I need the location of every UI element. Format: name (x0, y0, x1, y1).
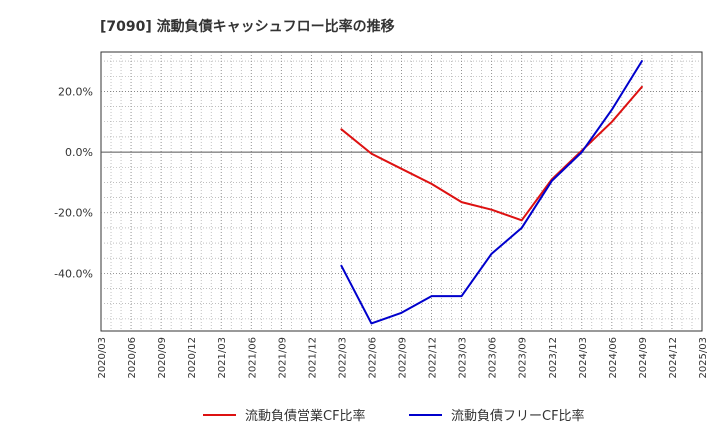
x-tick-label: 2023/12 (548, 337, 559, 379)
x-tick-label: 2023/03 (458, 337, 469, 379)
x-tick-label: 2022/12 (428, 337, 439, 379)
x-tick-label: 2020/03 (97, 337, 108, 379)
x-tick-label: 2020/09 (157, 337, 168, 379)
y-tick-label: 0.0% (65, 146, 93, 159)
x-tick-label: 2021/09 (277, 337, 288, 379)
series-layer (340, 60, 643, 325)
x-tick-label: 2024/06 (608, 337, 619, 379)
x-tick-label: 2023/09 (518, 337, 529, 379)
x-tick-label: 2021/12 (307, 337, 318, 379)
y-tick-label: -20.0% (54, 207, 93, 220)
chart-title: [7090] 流動負債キャッシュフロー比率の推移 (100, 18, 395, 35)
x-tick-label: 2025/03 (698, 337, 709, 379)
x-tick-label: 2022/03 (337, 337, 348, 379)
x-tick-label: 2023/06 (488, 337, 499, 379)
series-line-1 (340, 85, 643, 222)
x-tick-label: 2020/12 (187, 337, 198, 379)
x-tick-label: 2024/12 (668, 337, 679, 379)
axis-layer: 20.0% 0.0% -20.0% -40.0% 2020/03 2020/06 2020/… (54, 85, 709, 378)
x-tick-label: 2024/09 (638, 337, 649, 379)
x-tick-label: 2021/03 (217, 337, 228, 379)
y-tick-label: -40.0% (54, 267, 93, 280)
grid-layer (100, 51, 703, 332)
x-tick-label: 2022/06 (367, 337, 378, 379)
series-line-2 (340, 60, 643, 325)
legend-label: 流動負債フリーCF比率 (451, 408, 585, 424)
x-tick-label: 2022/09 (398, 337, 409, 379)
legend: 流動負債営業CF比率 流動負債フリーCF比率 (203, 408, 585, 424)
legend-label: 流動負債営業CF比率 (245, 408, 366, 424)
y-tick-label: 20.0% (58, 85, 93, 98)
x-tick-label: 2021/06 (247, 337, 258, 379)
x-tick-label: 2024/03 (578, 337, 589, 379)
x-tick-label: 2020/06 (127, 337, 138, 379)
